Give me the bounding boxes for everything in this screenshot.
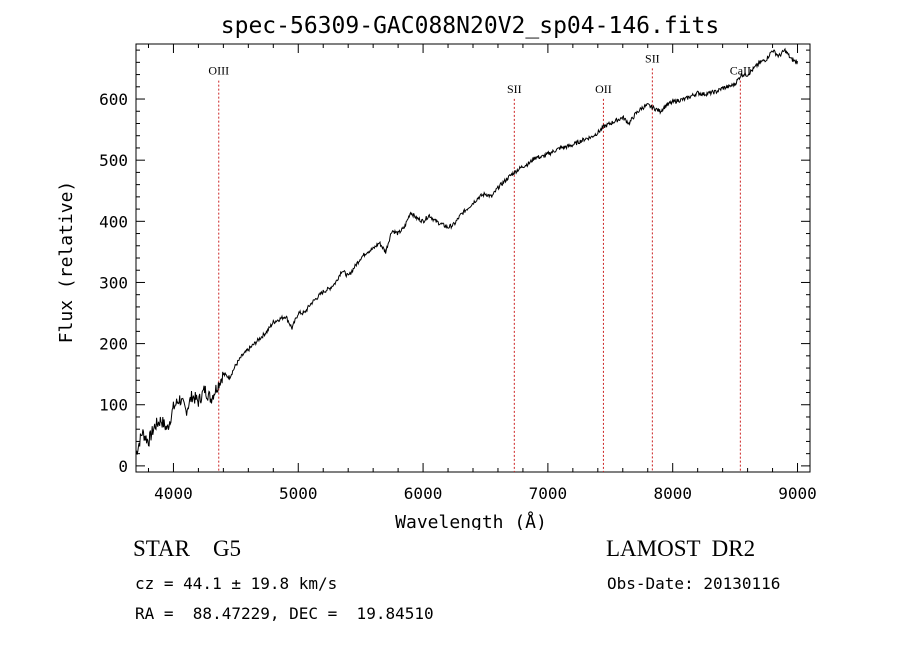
coordinates-text: RA = 88.47229, DEC = 19.84510 — [135, 604, 434, 623]
object-class-label: STAR G5 — [133, 536, 242, 561]
redshift-velocity-text: cz = 44.1 ± 19.8 km/s — [135, 574, 338, 593]
y-tick-label: 600 — [99, 90, 128, 109]
y-tick-label: 300 — [99, 273, 128, 292]
plot-area: 4000 5000 6000 7000 8000 9000 0 100 200 300 400 500… — [99, 43, 817, 503]
x-tick-label: 5000 — [279, 484, 318, 503]
y-tick-label: 200 — [99, 335, 128, 354]
x-axis-label: Wavelength (Å) — [395, 511, 547, 530]
chart-title: spec-56309-GAC088N20V2_sp04-146.fits — [221, 13, 720, 39]
spectral-line-label: OII — [595, 82, 612, 96]
spectral-line-label: SII — [507, 82, 522, 96]
plot-frame — [135, 43, 811, 473]
y-tick-label: 100 — [99, 396, 128, 415]
x-tick-label: 9000 — [778, 484, 817, 503]
spectrum-chart: spec-56309-GAC088N20V2_sp04-146.fits 400… — [56, 13, 817, 530]
y-tick-label: 500 — [99, 151, 128, 170]
y-axis-label: Flux (relative) — [56, 181, 77, 344]
x-tick-label: 4000 — [154, 484, 193, 503]
survey-label: LAMOST DR2 — [606, 536, 756, 561]
spectrum-series-line — [135, 47, 798, 455]
spectral-line-label: OIII — [208, 64, 229, 78]
observation-date-text: Obs-Date: 20130116 — [607, 574, 781, 593]
x-tick-label: 6000 — [404, 484, 443, 503]
spectral-line-label: SII — [645, 51, 660, 65]
x-tick-label: 7000 — [529, 484, 568, 503]
y-tick-label: 400 — [99, 212, 128, 231]
y-tick-label: 0 — [118, 457, 128, 476]
x-tick-label: 8000 — [653, 484, 692, 503]
